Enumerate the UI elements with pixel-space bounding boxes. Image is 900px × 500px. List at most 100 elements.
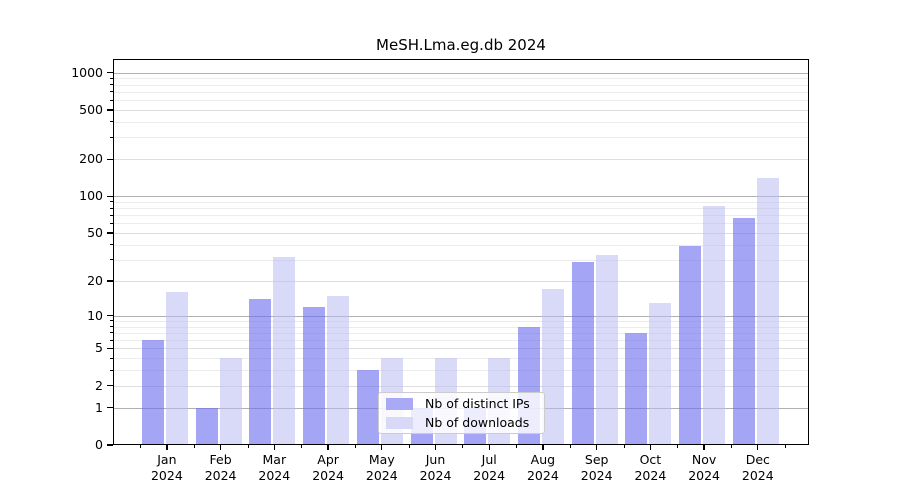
y-tick-200 — [107, 158, 113, 160]
gridline-minor-300 — [113, 137, 809, 139]
gridline-minor-90 — [113, 201, 809, 203]
gridline-minor-400 — [113, 121, 809, 123]
gridline-minor-60 — [113, 223, 809, 225]
y-tick-label-1: 1 — [95, 399, 103, 415]
x-tick-nov — [703, 445, 705, 450]
y-tick-50 — [107, 232, 113, 234]
y-minortick-60 — [109, 222, 113, 224]
gridline-minor-9 — [113, 320, 809, 322]
gridline-minor-2 — [113, 385, 809, 387]
legend-item-downloads: Nb of downloads — [386, 415, 544, 430]
x-tick-apr — [327, 445, 329, 450]
x-tick-label-month-oct: Oct — [639, 452, 662, 467]
gridline-minor-5 — [113, 348, 809, 350]
gridline-major-1000 — [113, 72, 809, 74]
y-minortick-700 — [109, 91, 113, 93]
y-tick-0 — [107, 444, 113, 446]
x-tick-label-month-jun: Jun — [425, 452, 446, 467]
x-tick-label-year-jun: 2024 — [419, 467, 452, 483]
y-minortick-70 — [109, 214, 113, 216]
x-tick-feb — [219, 445, 222, 450]
gridline-minor-80 — [113, 208, 809, 210]
x-tick-label-year-apr: 2024 — [312, 467, 344, 483]
gridline-minor-20 — [113, 280, 809, 282]
y-minortick-8 — [109, 326, 113, 328]
y-tick-label-50: 50 — [87, 225, 103, 241]
y-tick-label-10: 10 — [87, 307, 103, 323]
bar-dec-downloads — [756, 178, 779, 445]
bar-apr-distinct-ips — [303, 306, 326, 445]
bar-feb-distinct-ips — [195, 407, 218, 445]
x-minortick-jun — [408, 445, 410, 448]
plot-area: 0 1 2 5 10 20 50 100 200 500 1000 Jan 2024 Feb 2024 Mar… — [71, 59, 809, 483]
y-tick-label-500: 500 — [79, 101, 103, 117]
y-minortick-600 — [109, 99, 113, 101]
x-minortick-jul — [462, 445, 464, 448]
x-tick-label-year-dec: 2024 — [741, 467, 774, 483]
x-tick-label-mar: Mar 2024 — [246, 452, 302, 483]
x-minortick-aug — [516, 445, 518, 448]
y-minortick-40 — [109, 244, 113, 246]
x-tick-jul — [488, 445, 490, 450]
x-tick-label-sep: Sep 2024 — [569, 452, 625, 483]
gridline-minor-7 — [113, 332, 809, 334]
gridline-minor-6 — [113, 340, 809, 342]
bar-nov-downloads — [703, 205, 726, 445]
x-tick-label-oct: Oct 2024 — [622, 452, 678, 483]
x-minortick-nov — [677, 445, 679, 448]
bar-aug-downloads — [541, 289, 564, 445]
x-tick-label-month-apr: Apr — [317, 452, 339, 467]
gridline-minor-200 — [113, 159, 809, 161]
bar-may-distinct-ips — [356, 370, 379, 445]
y-minortick-900 — [109, 77, 113, 79]
y-tick-label-1000: 1000 — [71, 64, 103, 80]
x-tick-label-apr: Apr 2024 — [300, 452, 356, 483]
gridline-minor-50 — [113, 233, 809, 235]
x-minortick-jan — [140, 445, 141, 448]
x-minortick-apr — [301, 445, 303, 448]
y-minortick-7 — [109, 332, 113, 334]
y-tick-20 — [107, 280, 113, 282]
gridline-minor-500 — [113, 109, 809, 111]
x-tick-label-year-nov: 2024 — [688, 467, 720, 483]
x-minortick-may — [354, 445, 356, 448]
x-tick-label-jul: Jul 2024 — [461, 452, 517, 483]
bar-apr-downloads — [327, 295, 350, 445]
y-tick-10 — [107, 315, 113, 317]
gridline-minor-40 — [113, 244, 809, 246]
x-minortick-feb — [193, 445, 195, 448]
bar-sep-downloads — [595, 254, 618, 445]
bar-oct-downloads — [649, 302, 672, 445]
gridline-minor-3 — [113, 370, 809, 372]
bar-sep-distinct-ips — [571, 261, 594, 445]
x-tick-label-jan: Jan 2024 — [139, 452, 195, 483]
legend-label-distinct-ips: Nb of distinct IPs — [425, 396, 530, 411]
x-tick-label-feb: Feb 2024 — [193, 452, 249, 483]
x-tick-may — [381, 445, 383, 450]
gridline-major-100 — [113, 196, 809, 198]
x-tick-jan — [166, 445, 168, 450]
x-tick-label-month-sep: Sep — [584, 452, 609, 467]
chart-title: MeSH.Lma.eg.db 2024 — [376, 36, 546, 54]
gridline-minor-30 — [113, 259, 809, 261]
x-minortick-mar — [247, 445, 249, 448]
x-tick-label-month-dec: Dec — [745, 452, 770, 467]
x-tick-label-year-oct: 2024 — [634, 467, 667, 483]
gridline-minor-4 — [113, 358, 809, 360]
x-tick-label-month-aug: Aug — [530, 452, 556, 467]
x-tick-label-dec: Dec 2024 — [730, 452, 786, 483]
y-tick-500 — [107, 109, 113, 111]
x-minortick-sep — [569, 445, 571, 448]
x-tick-label-month-may: May — [368, 452, 395, 467]
y-tick-1 — [107, 406, 113, 409]
y-tick-label-0: 0 — [95, 437, 103, 452]
x-tick-oct — [649, 445, 652, 450]
x-tick-label-year-feb: 2024 — [204, 467, 237, 483]
x-tick-label-year-aug: 2024 — [526, 467, 559, 483]
y-tick-2 — [107, 385, 113, 387]
x-tick-label-aug: Aug 2024 — [515, 452, 571, 483]
gridline-minor-800 — [113, 84, 809, 86]
x-minortick-end — [784, 445, 786, 448]
legend: Nb of distinct IPs Nb of downloads — [378, 392, 545, 434]
